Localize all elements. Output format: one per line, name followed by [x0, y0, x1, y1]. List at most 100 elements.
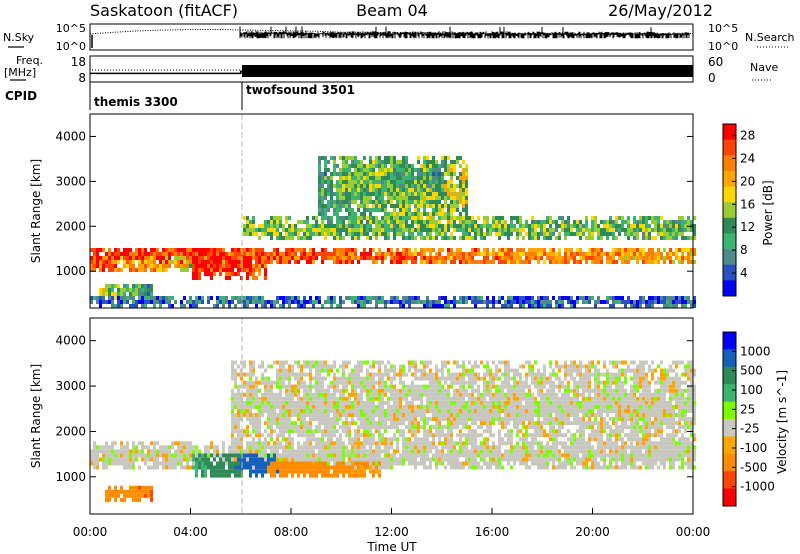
power-cell — [384, 236, 387, 240]
power-cell — [207, 260, 210, 264]
power-cell — [132, 256, 135, 260]
power-cell — [429, 248, 432, 252]
power-cell — [678, 260, 681, 264]
velocity-cell — [390, 413, 393, 417]
velocity-cell — [369, 417, 372, 422]
velocity-cell — [321, 400, 324, 405]
velocity-cell — [273, 441, 276, 446]
power-cell — [438, 176, 441, 180]
velocity-cell — [237, 437, 240, 442]
velocity-cell — [336, 441, 339, 446]
power-cell — [396, 296, 399, 300]
velocity-cell — [375, 465, 378, 470]
velocity-cell — [393, 400, 396, 405]
power-cell — [420, 260, 423, 264]
power-cell — [684, 296, 687, 300]
power-cell — [369, 192, 372, 196]
velocity-cell — [366, 465, 369, 470]
velocity-cell — [270, 461, 273, 466]
velocity-cell — [339, 392, 342, 397]
power-cell — [435, 200, 438, 204]
power-cell — [654, 256, 657, 260]
velocity-cell — [399, 380, 402, 385]
power-cell — [309, 260, 312, 264]
power-cell — [426, 200, 429, 204]
power-cell — [276, 216, 279, 220]
power-cell — [447, 184, 450, 188]
power-cell — [390, 300, 393, 304]
power-cell — [366, 204, 369, 208]
power-cell — [228, 272, 231, 276]
power-cell — [177, 252, 180, 256]
power-cell — [375, 208, 378, 212]
power-cell — [327, 228, 330, 232]
velocity-cell — [324, 425, 327, 430]
power-cell — [522, 304, 525, 308]
power-cell — [99, 256, 102, 260]
power-cell — [564, 232, 567, 236]
power-cell — [609, 228, 612, 232]
power-cell — [393, 192, 396, 196]
velocity-cell — [309, 376, 312, 381]
power-cell — [150, 288, 153, 292]
velocity-cell — [285, 425, 288, 430]
power-cell — [570, 232, 573, 236]
power-cell — [675, 232, 678, 236]
velocity-cell — [339, 376, 342, 381]
power-cell — [180, 268, 183, 272]
velocity-cell — [381, 425, 384, 430]
velocity-cell — [315, 364, 318, 369]
power-cell — [678, 228, 681, 232]
power-cell — [336, 248, 339, 252]
power-cell — [405, 160, 408, 164]
velocity-cell — [237, 417, 240, 422]
power-cell — [456, 204, 459, 208]
power-cell — [675, 252, 678, 256]
power-cell — [360, 160, 363, 164]
velocity-cell — [264, 404, 267, 409]
velocity-cell — [303, 465, 306, 470]
power-cell — [99, 292, 102, 296]
power-cell — [393, 256, 396, 260]
velocity-cell — [312, 469, 315, 474]
power-cell — [174, 256, 177, 260]
power-cell — [402, 204, 405, 208]
frequency-label: Freq. — [16, 54, 43, 67]
velocity-cell — [291, 368, 294, 373]
velocity-cell — [309, 388, 312, 393]
velocity-cell — [327, 441, 330, 446]
power-cell — [531, 256, 534, 260]
power-cell — [114, 296, 117, 300]
power-cell — [618, 252, 621, 256]
velocity-cell — [402, 368, 405, 373]
power-cell — [621, 260, 624, 264]
velocity-cell — [96, 457, 99, 462]
velocity-cell — [336, 376, 339, 381]
power-cell — [345, 176, 348, 180]
power-cell — [621, 216, 624, 220]
power-cell — [462, 228, 465, 232]
power-cell — [93, 260, 96, 264]
power-cell — [627, 232, 630, 236]
velocity-cell — [312, 461, 315, 466]
power-cell — [327, 188, 330, 192]
velocity-cell — [300, 425, 303, 430]
velocity-cell — [255, 445, 258, 450]
velocity-cell — [240, 441, 243, 446]
power-cell — [357, 188, 360, 192]
power-cell — [270, 236, 273, 240]
velocity-cell — [378, 388, 381, 393]
power-cell — [660, 296, 663, 300]
power-cell — [333, 232, 336, 236]
velocity-cell — [366, 457, 369, 462]
velocity-cell — [369, 453, 372, 458]
velocity-cell — [273, 409, 276, 413]
power-cell — [420, 224, 423, 228]
power-cell — [438, 168, 441, 172]
power-cell — [402, 160, 405, 164]
velocity-cell — [372, 461, 375, 466]
velocity-cell — [330, 421, 333, 426]
velocity-cell — [132, 457, 135, 462]
power-cell — [324, 208, 327, 212]
